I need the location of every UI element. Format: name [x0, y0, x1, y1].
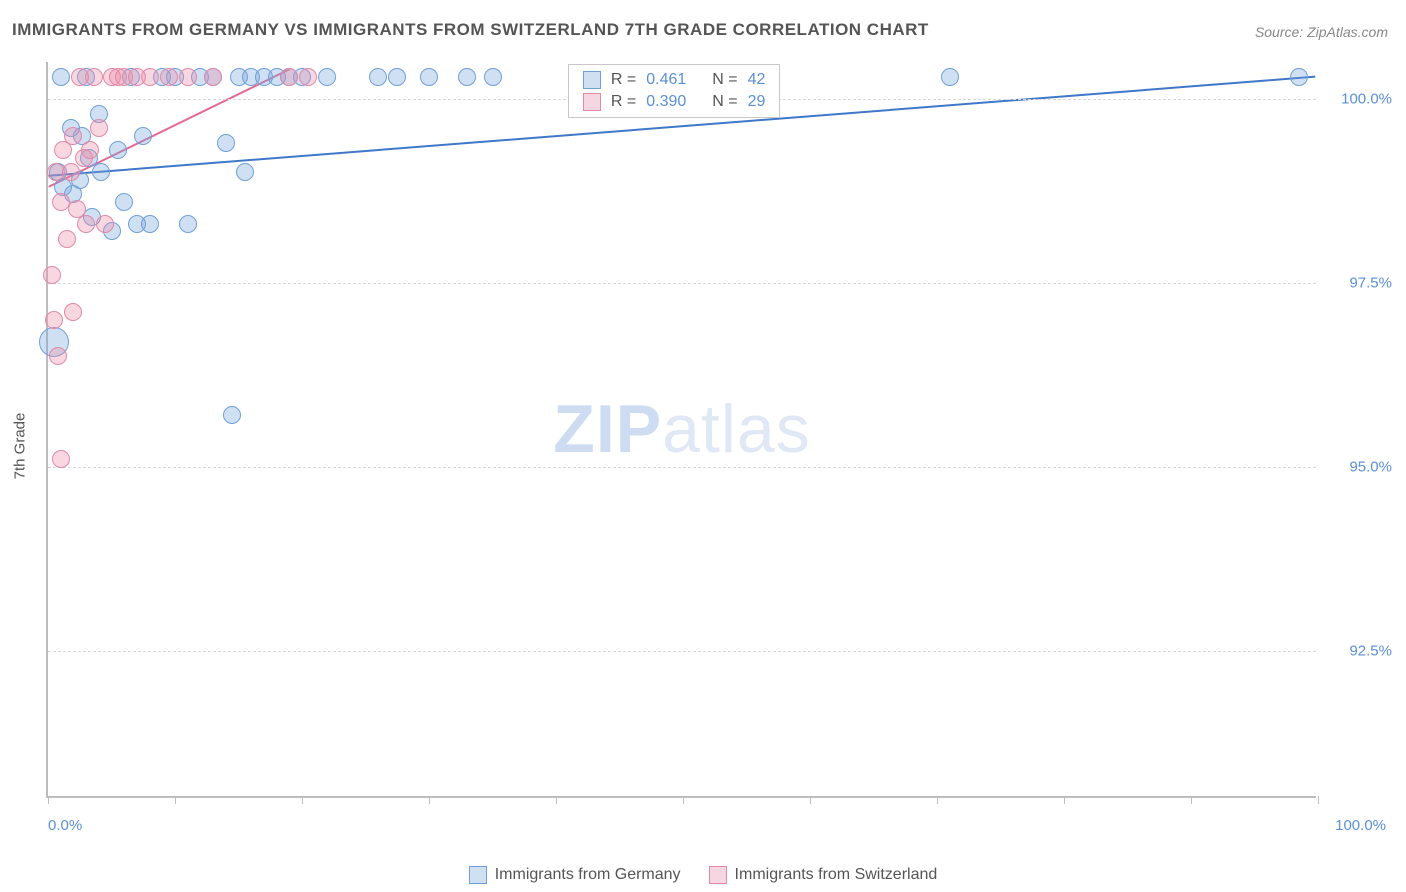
data-point — [52, 450, 70, 468]
legend-swatch — [709, 866, 727, 884]
data-point — [134, 127, 152, 145]
gridline — [48, 651, 1316, 652]
legend-row: R = 0.461 N = 42 — [569, 69, 780, 91]
chart-title: IMMIGRANTS FROM GERMANY VS IMMIGRANTS FR… — [12, 20, 929, 40]
data-point — [141, 215, 159, 233]
x-tick — [810, 796, 811, 804]
data-point — [217, 134, 235, 152]
data-point — [43, 266, 61, 284]
data-point — [223, 406, 241, 424]
data-point — [141, 68, 159, 86]
legend-row: R = 0.390 N = 29 — [569, 91, 780, 113]
data-point — [420, 68, 438, 86]
x-tick — [683, 796, 684, 804]
gridline — [48, 283, 1316, 284]
data-point — [369, 68, 387, 86]
data-point — [299, 68, 317, 86]
y-tick-label: 95.0% — [1349, 458, 1392, 475]
x-tick — [556, 796, 557, 804]
r-label: R = — [611, 71, 636, 89]
x-tick — [302, 796, 303, 804]
legend-swatch — [583, 71, 601, 89]
x-tick — [1318, 796, 1319, 804]
x-tick-label: 100.0% — [1335, 817, 1386, 834]
legend-swatch — [583, 93, 601, 111]
legend-bottom: Immigrants from Germany Immigrants from S… — [0, 866, 1406, 884]
data-point — [1290, 68, 1308, 86]
gridline — [48, 467, 1316, 468]
data-point — [204, 68, 222, 86]
x-tick — [429, 796, 430, 804]
data-point — [52, 193, 70, 211]
data-point — [179, 215, 197, 233]
x-tick — [1064, 796, 1065, 804]
data-point — [52, 68, 70, 86]
data-point — [92, 163, 110, 181]
legend-label: Immigrants from Germany — [495, 866, 681, 884]
y-axis-title: 7th Grade — [12, 413, 29, 480]
data-point — [280, 68, 298, 86]
y-tick-label: 92.5% — [1349, 642, 1392, 659]
data-point — [96, 215, 114, 233]
source-label: Source: ZipAtlas.com — [1255, 24, 1388, 40]
data-point — [179, 68, 197, 86]
data-point — [85, 68, 103, 86]
legend-label: Immigrants from Switzerland — [735, 866, 938, 884]
legend-swatch — [469, 866, 487, 884]
data-point — [58, 230, 76, 248]
data-point — [318, 68, 336, 86]
data-point — [45, 311, 63, 329]
legend-correlation: R = 0.461 N = 42 R = 0.390 N = 29 — [568, 64, 781, 118]
r-label: R = — [611, 93, 636, 111]
n-value: 42 — [748, 71, 766, 89]
data-point — [81, 141, 99, 159]
data-point — [90, 119, 108, 137]
data-point — [64, 303, 82, 321]
legend-item: Immigrants from Switzerland — [709, 866, 938, 884]
n-label: N = — [712, 71, 737, 89]
y-tick-label: 100.0% — [1341, 90, 1392, 107]
x-tick — [48, 796, 49, 804]
data-point — [62, 163, 80, 181]
legend-item: Immigrants from Germany — [469, 866, 681, 884]
data-point — [941, 68, 959, 86]
data-point — [64, 127, 82, 145]
x-tick — [175, 796, 176, 804]
data-point — [236, 163, 254, 181]
chart-container: IMMIGRANTS FROM GERMANY VS IMMIGRANTS FR… — [0, 0, 1406, 892]
x-tick — [1191, 796, 1192, 804]
data-point — [388, 68, 406, 86]
data-point — [160, 68, 178, 86]
x-tick — [937, 796, 938, 804]
n-label: N = — [712, 93, 737, 111]
data-point — [49, 347, 67, 365]
r-value: 0.390 — [646, 93, 686, 111]
data-point — [115, 193, 133, 211]
data-point — [458, 68, 476, 86]
x-tick-label: 0.0% — [48, 817, 82, 834]
r-value: 0.461 — [646, 71, 686, 89]
data-point — [109, 141, 127, 159]
data-point — [484, 68, 502, 86]
y-tick-label: 97.5% — [1349, 274, 1392, 291]
n-value: 29 — [748, 93, 766, 111]
data-point — [77, 215, 95, 233]
plot-area: ZIPatlas 92.5%95.0%97.5%100.0%0.0%100.0%… — [46, 62, 1316, 798]
